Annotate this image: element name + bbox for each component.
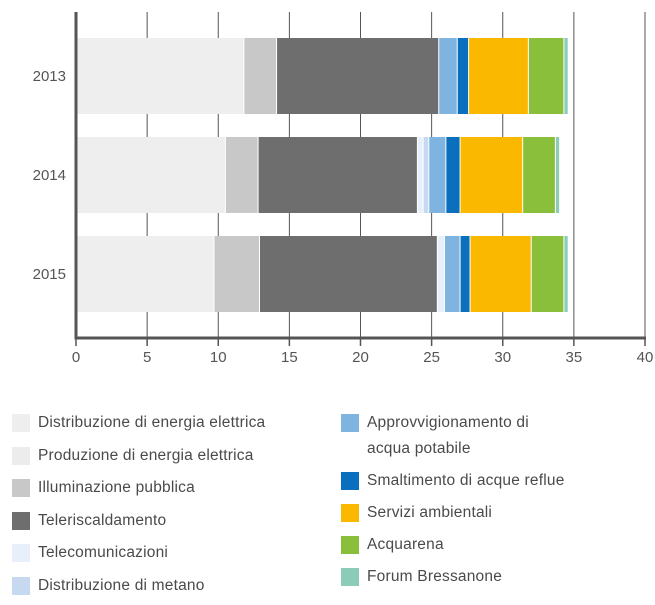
bar-segment	[563, 38, 569, 114]
legend-label: Approvvigionamento di acqua potabile	[367, 414, 529, 457]
bar-segment	[531, 236, 564, 312]
legend-label: Smaltimento di acque reflue	[367, 472, 565, 489]
x-tick-label: 25	[423, 349, 440, 366]
legend-label: Teleriscaldamento	[38, 511, 167, 529]
bar-segment	[417, 137, 424, 213]
y-tick-label: 2013	[33, 68, 66, 85]
bar-segment	[423, 137, 429, 213]
bar-segment	[563, 236, 569, 312]
bar-segment	[444, 236, 461, 312]
legend-item: Produzione di energia elettrica	[12, 443, 332, 469]
legend-label: Produzione di energia elettrica	[38, 446, 254, 464]
bar-segment	[437, 236, 445, 312]
legend-item: Illuminazione pubblica	[12, 475, 332, 501]
legend-item: Distribuzione di metano	[12, 573, 332, 599]
x-tick-label: 5	[143, 349, 151, 366]
legend-column-right: Approvvigionamento di acqua potabile Smalt…	[341, 410, 641, 596]
y-tick-label: 2014	[33, 167, 66, 184]
bar-segment	[445, 137, 461, 213]
legend-swatch	[12, 511, 30, 530]
legend-item: Distribuzione di energia elettrica	[12, 410, 332, 436]
bar-segment	[276, 38, 439, 114]
bar-segment	[243, 38, 277, 114]
legend-item: Smaltimento di acque reflue	[341, 468, 641, 494]
bar-segment	[460, 137, 523, 213]
bar-segment	[438, 38, 458, 114]
legend-swatch	[341, 504, 359, 522]
legend-item: Servizi ambientali	[341, 500, 641, 526]
bar-segment	[522, 137, 556, 213]
x-tick-label: 0	[72, 349, 80, 366]
legend-column-left: Distribuzione di energia elettrica Produz…	[12, 410, 332, 605]
x-tick-label: 30	[494, 349, 511, 366]
bar-segment	[76, 137, 226, 213]
bar-segment	[428, 137, 446, 213]
bar-segment	[259, 236, 438, 312]
legend-swatch	[12, 479, 30, 497]
legend-swatch	[12, 576, 30, 595]
bar-segment	[468, 38, 529, 114]
legend-swatch	[12, 446, 30, 465]
bar-segment	[555, 137, 560, 213]
legend-label: Telecomunicazioni	[38, 544, 169, 561]
bar-segment	[76, 38, 244, 114]
legend-swatch	[341, 472, 359, 490]
x-tick-label: 40	[637, 349, 654, 366]
legend-label: Distribuzione di energia elettrica	[38, 414, 266, 431]
bar-segment	[258, 137, 418, 213]
stacked-bar-chart: 2013 2014 2015 0 5 10 15 20 25 30 35 40	[33, 12, 654, 366]
legend-item: Forum Bressanone	[341, 564, 641, 590]
legend-swatch	[341, 414, 359, 432]
legend-swatch	[12, 544, 30, 562]
bar-segment	[225, 137, 259, 213]
x-tick-label: 15	[281, 349, 298, 366]
x-tick-label: 10	[210, 349, 227, 366]
x-tick-label: 20	[352, 349, 369, 366]
legend-label: Illuminazione pubblica	[38, 479, 195, 496]
legend-swatch	[12, 414, 30, 432]
bar-segment	[76, 236, 214, 312]
bar-segment	[460, 236, 471, 312]
bar-segment	[213, 236, 260, 312]
legend-label: Acquarena	[367, 536, 444, 553]
bar-segment	[470, 236, 532, 312]
legend-item: Approvvigionamento di acqua potabile	[341, 410, 641, 462]
bar-segment	[528, 38, 564, 114]
chart-legend: Distribuzione di energia elettrica Produz…	[0, 410, 655, 595]
y-tick-label: 2015	[33, 266, 66, 283]
legend-swatch	[341, 536, 359, 554]
bar-segment	[457, 38, 469, 114]
legend-item: Acquarena	[341, 532, 641, 558]
legend-swatch	[341, 568, 359, 586]
legend-label: Forum Bressanone	[367, 568, 503, 585]
x-tick-label: 35	[566, 349, 583, 366]
legend-label: Distribuzione di metano	[38, 576, 205, 594]
legend-item: Telecomunicazioni	[12, 540, 332, 566]
legend-label: Servizi ambientali	[367, 504, 493, 521]
legend-item: Teleriscaldamento	[12, 508, 332, 534]
